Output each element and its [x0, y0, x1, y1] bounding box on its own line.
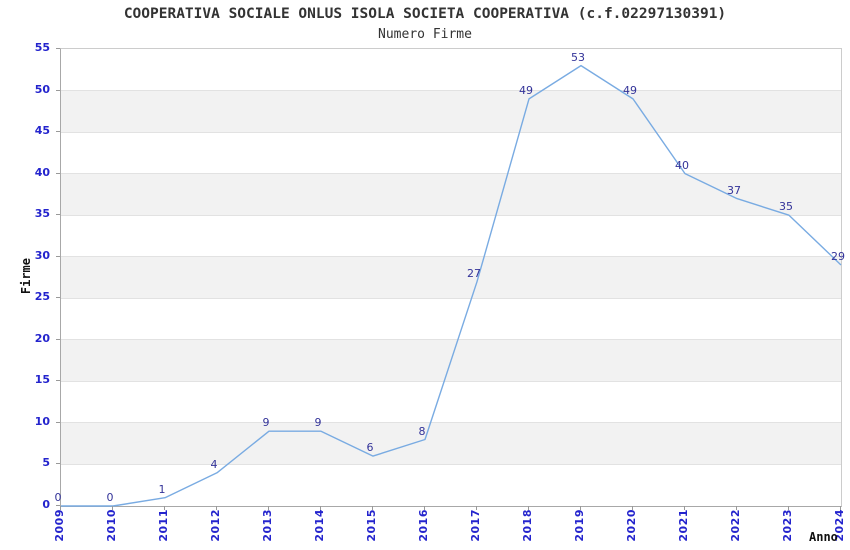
x-tick-mark	[580, 506, 581, 510]
grid-band	[61, 422, 841, 465]
x-tick-label: 2009	[53, 509, 66, 542]
x-tick-label: 2010	[105, 509, 118, 542]
y-tick-mark	[56, 89, 60, 91]
x-tick-mark	[528, 506, 529, 510]
y-tick-label: 40	[34, 165, 50, 179]
data-point-label: 53	[571, 50, 585, 64]
x-tick-label: 2023	[781, 509, 794, 542]
x-tick-mark	[788, 506, 789, 510]
data-point-label: 8	[418, 424, 426, 438]
data-point-label: 9	[314, 416, 322, 430]
y-tick-label: 50	[34, 82, 50, 96]
gridline	[61, 297, 841, 299]
y-tick-mark	[56, 172, 60, 174]
data-point-label: 49	[519, 83, 533, 97]
x-axis-tick-marks	[60, 506, 841, 510]
gridline	[61, 463, 841, 465]
y-axis-tick-marks	[56, 48, 60, 506]
y-tick-label: 0	[42, 498, 50, 511]
data-point-label: 37	[727, 183, 741, 197]
series-polyline	[61, 64, 842, 507]
y-tick-mark	[56, 505, 60, 506]
x-tick-label: 2017	[469, 509, 482, 542]
data-point-label: 4	[210, 457, 218, 471]
x-tick-mark	[632, 506, 633, 510]
y-tick-label: 45	[34, 124, 50, 138]
data-point-label: 6	[366, 441, 374, 455]
x-tick-mark	[164, 506, 165, 510]
y-tick-label: 30	[34, 248, 50, 262]
x-tick-mark	[60, 506, 61, 510]
x-axis-tick-labels: 2009 2010 2011 2012 2013 2014 2015 2016 2017 2018…	[53, 509, 846, 545]
chart-title: COOPERATIVA SOCIALE ONLUS ISOLA SOCIETA …	[123, 6, 727, 22]
gridline	[61, 339, 841, 341]
gridline	[61, 422, 841, 424]
gridline	[61, 256, 841, 258]
x-tick-mark	[268, 506, 269, 510]
data-point-label: 27	[467, 266, 481, 280]
data-point-label: 49	[623, 83, 637, 97]
x-tick-mark	[372, 506, 373, 510]
y-tick-mark	[56, 255, 60, 257]
x-tick-mark	[684, 506, 685, 510]
y-tick-mark	[56, 421, 60, 423]
x-tick-label: 2020	[625, 509, 638, 542]
y-tick-label: 15	[34, 373, 50, 387]
x-tick-mark	[736, 506, 737, 510]
gridline	[61, 173, 841, 175]
y-tick-mark	[56, 338, 60, 340]
gridline	[61, 380, 841, 382]
x-tick-mark	[320, 506, 321, 510]
gridline	[61, 90, 841, 92]
y-tick-label: 5	[42, 456, 50, 470]
data-point-label: 1	[158, 482, 166, 496]
data-point-label: 29	[831, 250, 845, 264]
x-axis-title: Anno	[809, 530, 838, 544]
grid-band	[61, 256, 841, 299]
x-tick-label: 2012	[209, 509, 222, 542]
gridline	[61, 131, 841, 133]
y-tick-mark	[56, 48, 60, 49]
y-tick-mark	[56, 463, 60, 465]
chart-subtitle: Numero Firme	[378, 27, 472, 42]
plot-area: 0 0 1 4 9 9 6 8 27 49 53 49 40 37 35 29	[55, 48, 845, 507]
x-tick-mark	[112, 506, 113, 510]
y-tick-label: 55	[34, 41, 50, 54]
y-tick-mark	[56, 214, 60, 216]
grid-band	[61, 173, 841, 216]
y-tick-label: 10	[34, 414, 50, 428]
data-point-label: 40	[675, 158, 689, 172]
x-tick-label: 2019	[573, 509, 586, 542]
x-tick-mark	[476, 506, 477, 510]
grid-band	[61, 90, 841, 133]
y-tick-mark	[56, 297, 60, 299]
y-tick-mark	[56, 380, 60, 382]
data-point-label: 0	[54, 491, 62, 504]
x-tick-mark	[216, 506, 217, 510]
y-axis-title: Firme	[19, 258, 33, 295]
x-tick-label: 2022	[729, 509, 742, 542]
y-tick-label: 25	[34, 290, 50, 304]
x-tick-mark	[840, 506, 841, 510]
y-tick-label: 20	[34, 331, 50, 345]
x-tick-label: 2013	[261, 509, 274, 542]
data-point-label: 35	[779, 200, 793, 214]
gridline	[61, 214, 841, 216]
x-tick-mark	[424, 506, 425, 510]
data-point-label: 9	[262, 416, 270, 430]
data-point-label: 0	[106, 491, 114, 504]
y-tick-label: 35	[34, 207, 50, 221]
x-tick-label: 2018	[521, 509, 534, 542]
x-tick-label: 2015	[365, 509, 378, 542]
x-tick-label: 2021	[677, 509, 690, 542]
y-axis-tick-labels: 0 5 10 15 20 25 30 35 40 45 50 55	[0, 41, 54, 511]
x-tick-label: 2016	[417, 509, 430, 542]
y-tick-mark	[56, 131, 60, 133]
line-series	[61, 64, 842, 507]
x-tick-label: 2014	[313, 509, 326, 542]
x-tick-label: 2011	[157, 509, 170, 542]
